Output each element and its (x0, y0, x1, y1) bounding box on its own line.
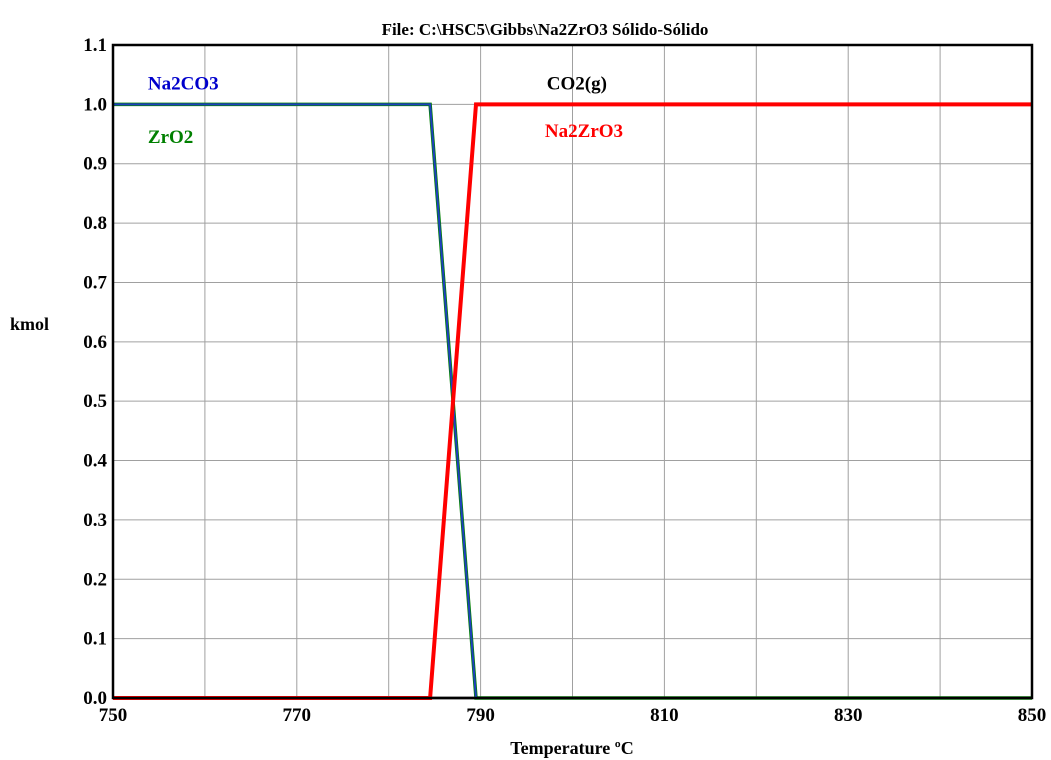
x-tick-label: 830 (834, 705, 863, 726)
y-tick-label: 0.6 (83, 332, 107, 353)
y-tick-label: 1.0 (83, 94, 107, 115)
y-tick-label: 0.3 (83, 510, 107, 531)
y-tick-label: 0.4 (83, 451, 107, 472)
series-label: Na2CO3 (148, 74, 219, 95)
y-tick-label: 0.9 (83, 154, 107, 175)
series-labels: Na2CO3 ZrO2 CO2(g) Na2ZrO3 (148, 74, 623, 148)
x-tick-label: 770 (283, 705, 312, 726)
y-tick-label: 0.2 (83, 569, 107, 590)
x-tick-label: 850 (1018, 705, 1047, 726)
series-label: Na2ZrO3 (545, 121, 623, 142)
y-tick-label: 0.0 (83, 688, 107, 709)
x-axis-ticks: 750 770 790 810 830 850 (99, 705, 1047, 726)
series-label: CO2(g) (547, 74, 607, 95)
y-tick-label: 0.5 (83, 391, 107, 412)
plot-frame (111, 43, 1034, 700)
x-tick-label: 790 (466, 705, 495, 726)
y-tick-label: 1.1 (83, 35, 107, 56)
y-tick-label: 0.1 (83, 629, 107, 650)
y-tick-label: 0.8 (83, 213, 107, 234)
chart-title: File: C:\HSC5\Gibbs\Na2ZrO3 Sólido-Sólid… (382, 20, 709, 39)
x-axis-label: Temperature ºC (510, 738, 633, 758)
grid (113, 45, 1032, 698)
x-tick-label: 810 (650, 705, 679, 726)
y-axis-ticks: 0.0 0.1 0.2 0.3 0.4 0.5 0.6 0.7 0.8 0.9 1.0 1.1 (83, 35, 107, 709)
series-label: ZrO2 (148, 127, 193, 148)
y-axis-label: kmol (10, 314, 49, 334)
x-tick-label: 750 (99, 705, 128, 726)
y-tick-label: 0.7 (83, 272, 107, 293)
